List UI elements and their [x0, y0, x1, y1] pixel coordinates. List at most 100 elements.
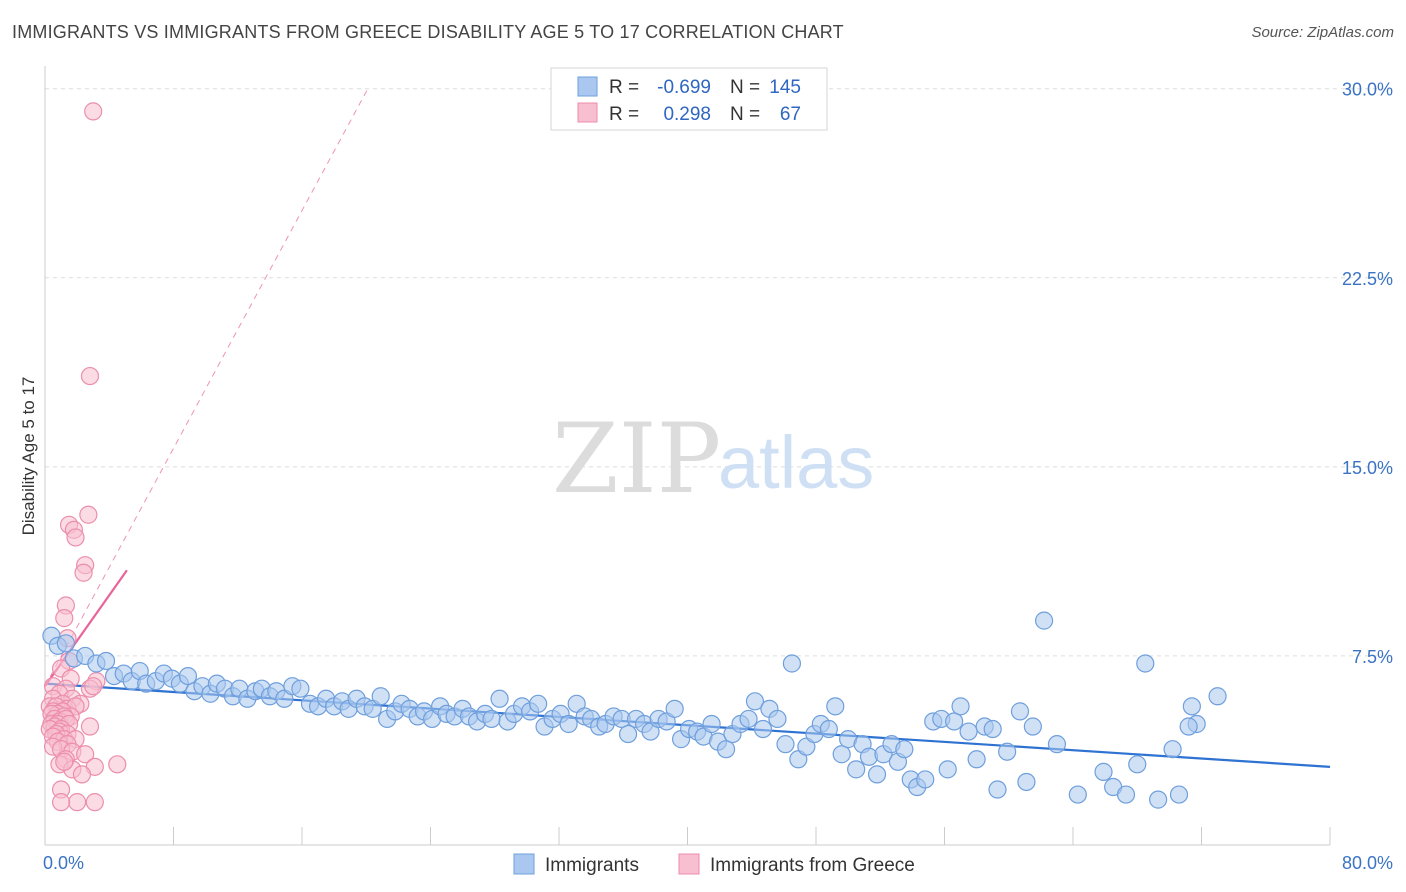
data-point-immigrants — [490, 689, 509, 708]
data-point-immigrants — [967, 750, 986, 769]
watermark: ZIP atlas — [552, 403, 874, 515]
data-point-immigrants — [371, 687, 390, 706]
data-point-greece — [68, 793, 87, 812]
legend-swatch-immigrants — [513, 853, 535, 875]
series-immigrants-from-greece — [40, 102, 127, 812]
data-point-immigrants — [1169, 785, 1189, 804]
watermark-zip: ZIP — [552, 403, 721, 515]
y-axis-label: Disability Age 5 to 17 — [19, 377, 38, 536]
data-point-immigrants — [1149, 790, 1168, 809]
data-point-immigrants — [618, 724, 638, 744]
data-point-immigrants — [291, 679, 310, 698]
data-point-immigrants — [945, 712, 964, 731]
x-tick-label: 0.0% — [43, 853, 84, 873]
y-tick-label: 30.0% — [1342, 80, 1393, 100]
data-point-immigrants — [998, 742, 1017, 761]
data-point-greece — [76, 745, 95, 764]
data-point-immigrants — [1136, 654, 1155, 673]
data-point-greece — [79, 505, 98, 524]
data-point-immigrants — [665, 699, 684, 718]
data-point-greece — [84, 102, 103, 121]
data-point-immigrants — [867, 765, 887, 784]
data-point-immigrants — [1179, 717, 1198, 736]
stats-legend-n-label: N = — [730, 104, 760, 125]
legend-swatch-greece — [678, 853, 700, 875]
data-point-immigrants — [832, 745, 851, 764]
data-point-immigrants — [178, 666, 198, 686]
x-tick-label: 80.0% — [1342, 853, 1393, 873]
data-point-greece — [55, 752, 74, 771]
data-point-immigrants — [988, 780, 1007, 799]
stats-legend: R = -0.699 N = 145 R = 0.298 N = 67 — [550, 67, 828, 131]
series-legend: Immigrants Immigrants from Greece — [513, 853, 915, 876]
grid-lines — [45, 88, 1392, 657]
x-tick-labels: 0.0% 80.0% — [43, 853, 1393, 873]
data-point-immigrants — [768, 709, 787, 729]
data-point-immigrants — [1128, 755, 1147, 774]
data-point-immigrants — [951, 697, 970, 716]
data-point-immigrants — [1010, 702, 1030, 721]
data-point-immigrants — [1182, 697, 1201, 716]
data-point-immigrants — [745, 692, 765, 711]
data-point-immigrants — [819, 719, 838, 739]
data-point-greece — [55, 609, 74, 628]
data-point-immigrants — [983, 719, 1002, 739]
series-immigrants — [42, 611, 1227, 809]
data-point-greece — [72, 765, 92, 784]
y-tick-label: 7.5% — [1352, 647, 1393, 667]
data-point-immigrants — [96, 651, 116, 671]
data-point-immigrants — [716, 740, 736, 759]
data-point-immigrants — [739, 709, 758, 729]
y-tick-labels: 7.5% 15.0% 22.5% 30.0% — [1342, 80, 1393, 667]
y-tick-label: 22.5% — [1342, 269, 1393, 289]
data-point-immigrants — [776, 735, 795, 754]
data-point-immigrants — [753, 719, 773, 739]
data-point-immigrants — [529, 694, 548, 713]
data-point-immigrants — [559, 714, 578, 734]
data-point-greece — [80, 717, 100, 736]
data-point-immigrants — [1017, 772, 1036, 792]
data-point-immigrants — [482, 709, 501, 729]
chart-source: Source: ZipAtlas.com — [1251, 24, 1394, 41]
stats-legend-n-value: 145 — [769, 77, 801, 98]
data-point-immigrants — [959, 722, 978, 741]
data-point-immigrants — [916, 770, 935, 789]
data-point-immigrants — [1068, 785, 1087, 804]
stats-legend-n-label: N = — [730, 77, 760, 98]
y-tick-label: 15.0% — [1342, 458, 1393, 478]
data-point-immigrants — [1116, 785, 1136, 804]
data-point-immigrants — [938, 760, 957, 779]
data-point-greece — [84, 677, 103, 696]
data-point-immigrants — [1094, 762, 1113, 781]
stats-legend-n-value: 67 — [780, 104, 801, 125]
stats-legend-r-value: 0.298 — [663, 104, 711, 125]
legend-label-immigrants: Immigrants — [545, 855, 639, 876]
data-point-greece — [66, 528, 85, 547]
stats-legend-swatch-immigrants — [577, 76, 598, 97]
chart-title: IMMIGRANTS VS IMMIGRANTS FROM GREECE DIS… — [12, 22, 844, 42]
data-point-greece — [51, 793, 71, 812]
stats-legend-swatch-greece — [577, 102, 598, 123]
data-point-immigrants — [826, 697, 845, 716]
stats-legend-r-value: -0.699 — [657, 77, 711, 98]
data-point-immigrants — [1023, 717, 1042, 736]
data-point-greece — [85, 793, 104, 812]
data-point-immigrants — [1034, 611, 1054, 630]
legend-label-greece: Immigrants from Greece — [710, 855, 915, 876]
data-point-immigrants — [1208, 687, 1227, 706]
data-point-immigrants — [782, 654, 802, 673]
stats-legend-r-label: R = — [609, 104, 639, 125]
data-point-immigrants — [895, 740, 914, 759]
data-point-immigrants — [847, 760, 866, 779]
data-point-immigrants — [1047, 735, 1067, 754]
data-point-immigrants — [1163, 740, 1182, 759]
data-point-greece — [74, 563, 93, 582]
data-point-greece — [108, 755, 127, 774]
stats-legend-r-label: R = — [609, 77, 639, 98]
data-point-immigrants — [56, 634, 75, 653]
watermark-atlas: atlas — [718, 421, 874, 504]
data-point-greece — [80, 366, 100, 386]
trend-line-greece-extended — [44, 88, 369, 687]
data-point-immigrants — [702, 714, 721, 734]
